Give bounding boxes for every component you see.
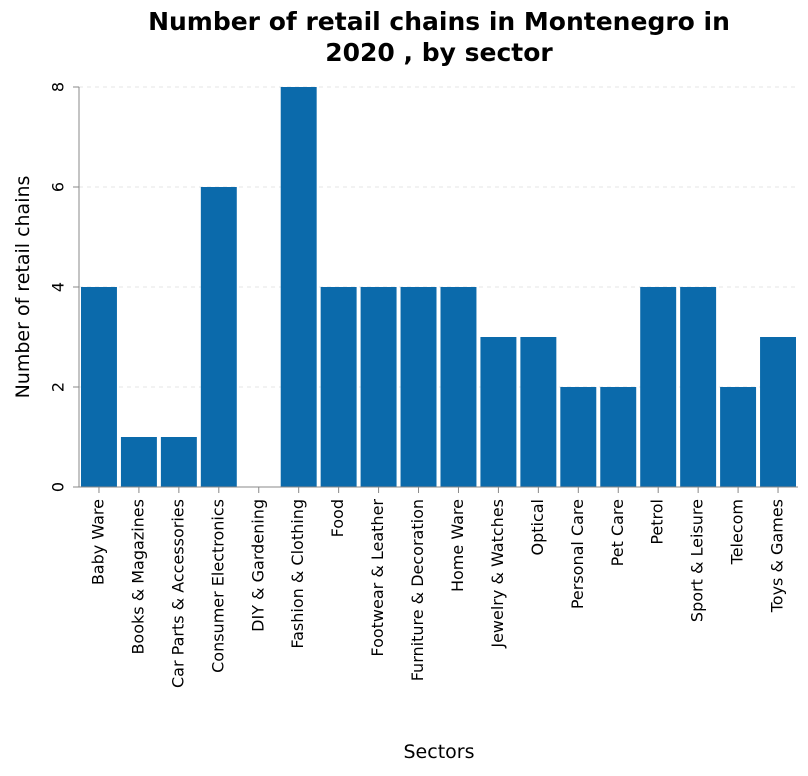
y-tick-label: 4 (49, 282, 68, 292)
x-tick-label: Telecom (728, 499, 747, 565)
y-axis-title: Number of retail chains (12, 176, 34, 399)
x-tick-label: Food (328, 499, 347, 537)
y-tick-label: 0 (49, 482, 68, 492)
bar (560, 387, 597, 487)
x-tick-label: DIY & Gardening (248, 499, 267, 632)
bar (160, 437, 197, 487)
x-tick-label: Personal Care (568, 499, 587, 609)
x-tick-label: Home Ware (448, 499, 467, 592)
y-tick-label: 6 (49, 182, 68, 192)
bar (600, 387, 637, 487)
x-tick-label: Consumer Electronics (208, 499, 227, 673)
bar (760, 337, 797, 487)
bar (440, 287, 477, 487)
bar (680, 287, 717, 487)
bar (400, 287, 437, 487)
bar (320, 287, 357, 487)
x-tick-label: Sport & Leisure (688, 499, 707, 622)
x-tick-label: Baby Ware (88, 499, 107, 585)
x-tick-label: Jewelry & Watches (488, 499, 507, 649)
bar (720, 387, 757, 487)
y-tick-label: 2 (49, 382, 68, 392)
x-tick-label: Pet Care (608, 499, 627, 566)
y-axis-ticks: 0 2 4 6 8 (49, 82, 79, 492)
bar (120, 437, 157, 487)
bar (200, 187, 237, 487)
x-tick-label: Footwear & Leather (368, 499, 387, 657)
bar (360, 287, 397, 487)
x-axis-ticks: Baby Ware Books & Magazines Car Parts & Ac… (88, 487, 787, 688)
y-tick-label: 8 (49, 82, 68, 92)
bar (480, 337, 517, 487)
x-tick-label: Car Parts & Accessories (168, 499, 187, 688)
x-tick-label: Books & Magazines (128, 499, 147, 655)
bar (280, 87, 317, 487)
x-axis-title: Sectors (404, 741, 475, 763)
x-tick-label: Fashion & Clothing (288, 499, 307, 649)
bar (80, 287, 117, 487)
x-tick-label: Furniture & Decoration (408, 499, 427, 681)
bar (520, 337, 557, 487)
bar (640, 287, 677, 487)
x-tick-label: Petrol (648, 499, 667, 545)
x-tick-label: Toys & Games (768, 499, 787, 613)
chart-title-line-2: 2020 , by sector (325, 38, 553, 67)
x-tick-label: Optical (528, 499, 547, 556)
bars (80, 87, 797, 487)
chart-title-line-1: Number of retail chains in Montenegro in (148, 7, 730, 36)
